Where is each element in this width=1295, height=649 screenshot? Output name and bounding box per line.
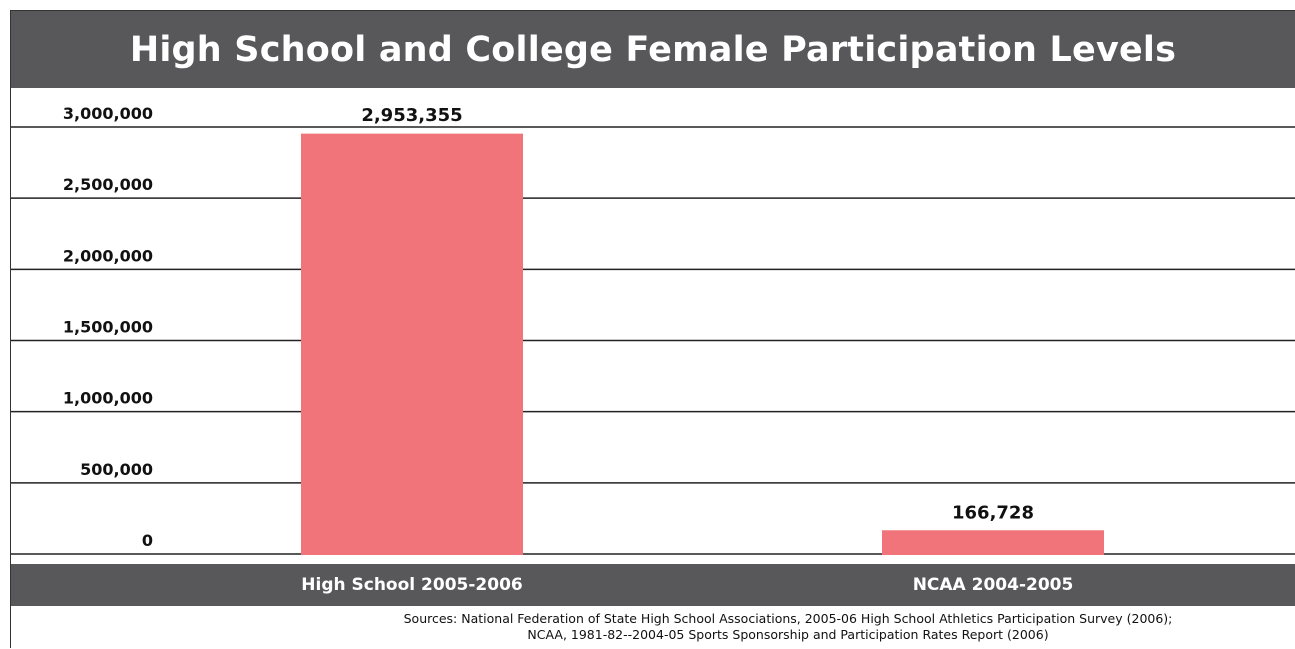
bar-1 <box>882 530 1104 555</box>
y-tick-label-2: 1,000,000 <box>63 389 153 408</box>
data-label-1: 166,728 <box>952 502 1034 523</box>
y-tick-label-5: 2,500,000 <box>63 175 153 194</box>
y-tick-label-6: 3,000,000 <box>63 104 153 123</box>
category-axis-bar: High School 2005-2006 NCAA 2004-2005 <box>11 564 1295 606</box>
sources-line-2: NCAA, 1981-82--2004-05 Sports Sponsorshi… <box>527 627 1049 642</box>
bar-0 <box>301 133 523 555</box>
y-tick-label-0: 0 <box>142 531 153 550</box>
data-label-bg-0 <box>346 105 478 125</box>
category-label-ncaa: NCAA 2004-2005 <box>912 575 1074 595</box>
y-tick-label-3: 1,500,000 <box>63 318 153 337</box>
category-label-high-school: High School 2005-2006 <box>301 575 523 595</box>
chart-frame: High School and College Female Participa… <box>10 10 1295 648</box>
y-tick-label-4: 2,000,000 <box>63 246 153 265</box>
data-label-0: 2,953,355 <box>361 105 462 126</box>
chart-title: High School and College Female Participa… <box>129 30 1177 70</box>
y-tick-label-1: 500,000 <box>80 460 153 479</box>
chart-plot-area: 0 500,000 1,000,000 1,500,000 2,000,000 2,500… <box>11 104 1295 555</box>
title-bar: High School and College Female Participa… <box>11 11 1295 88</box>
sources-line-1: Sources: National Federation of State Hi… <box>403 611 1173 626</box>
sources-note: Sources: National Federation of State Hi… <box>288 611 1288 643</box>
data-label-bg-1 <box>939 502 1047 523</box>
